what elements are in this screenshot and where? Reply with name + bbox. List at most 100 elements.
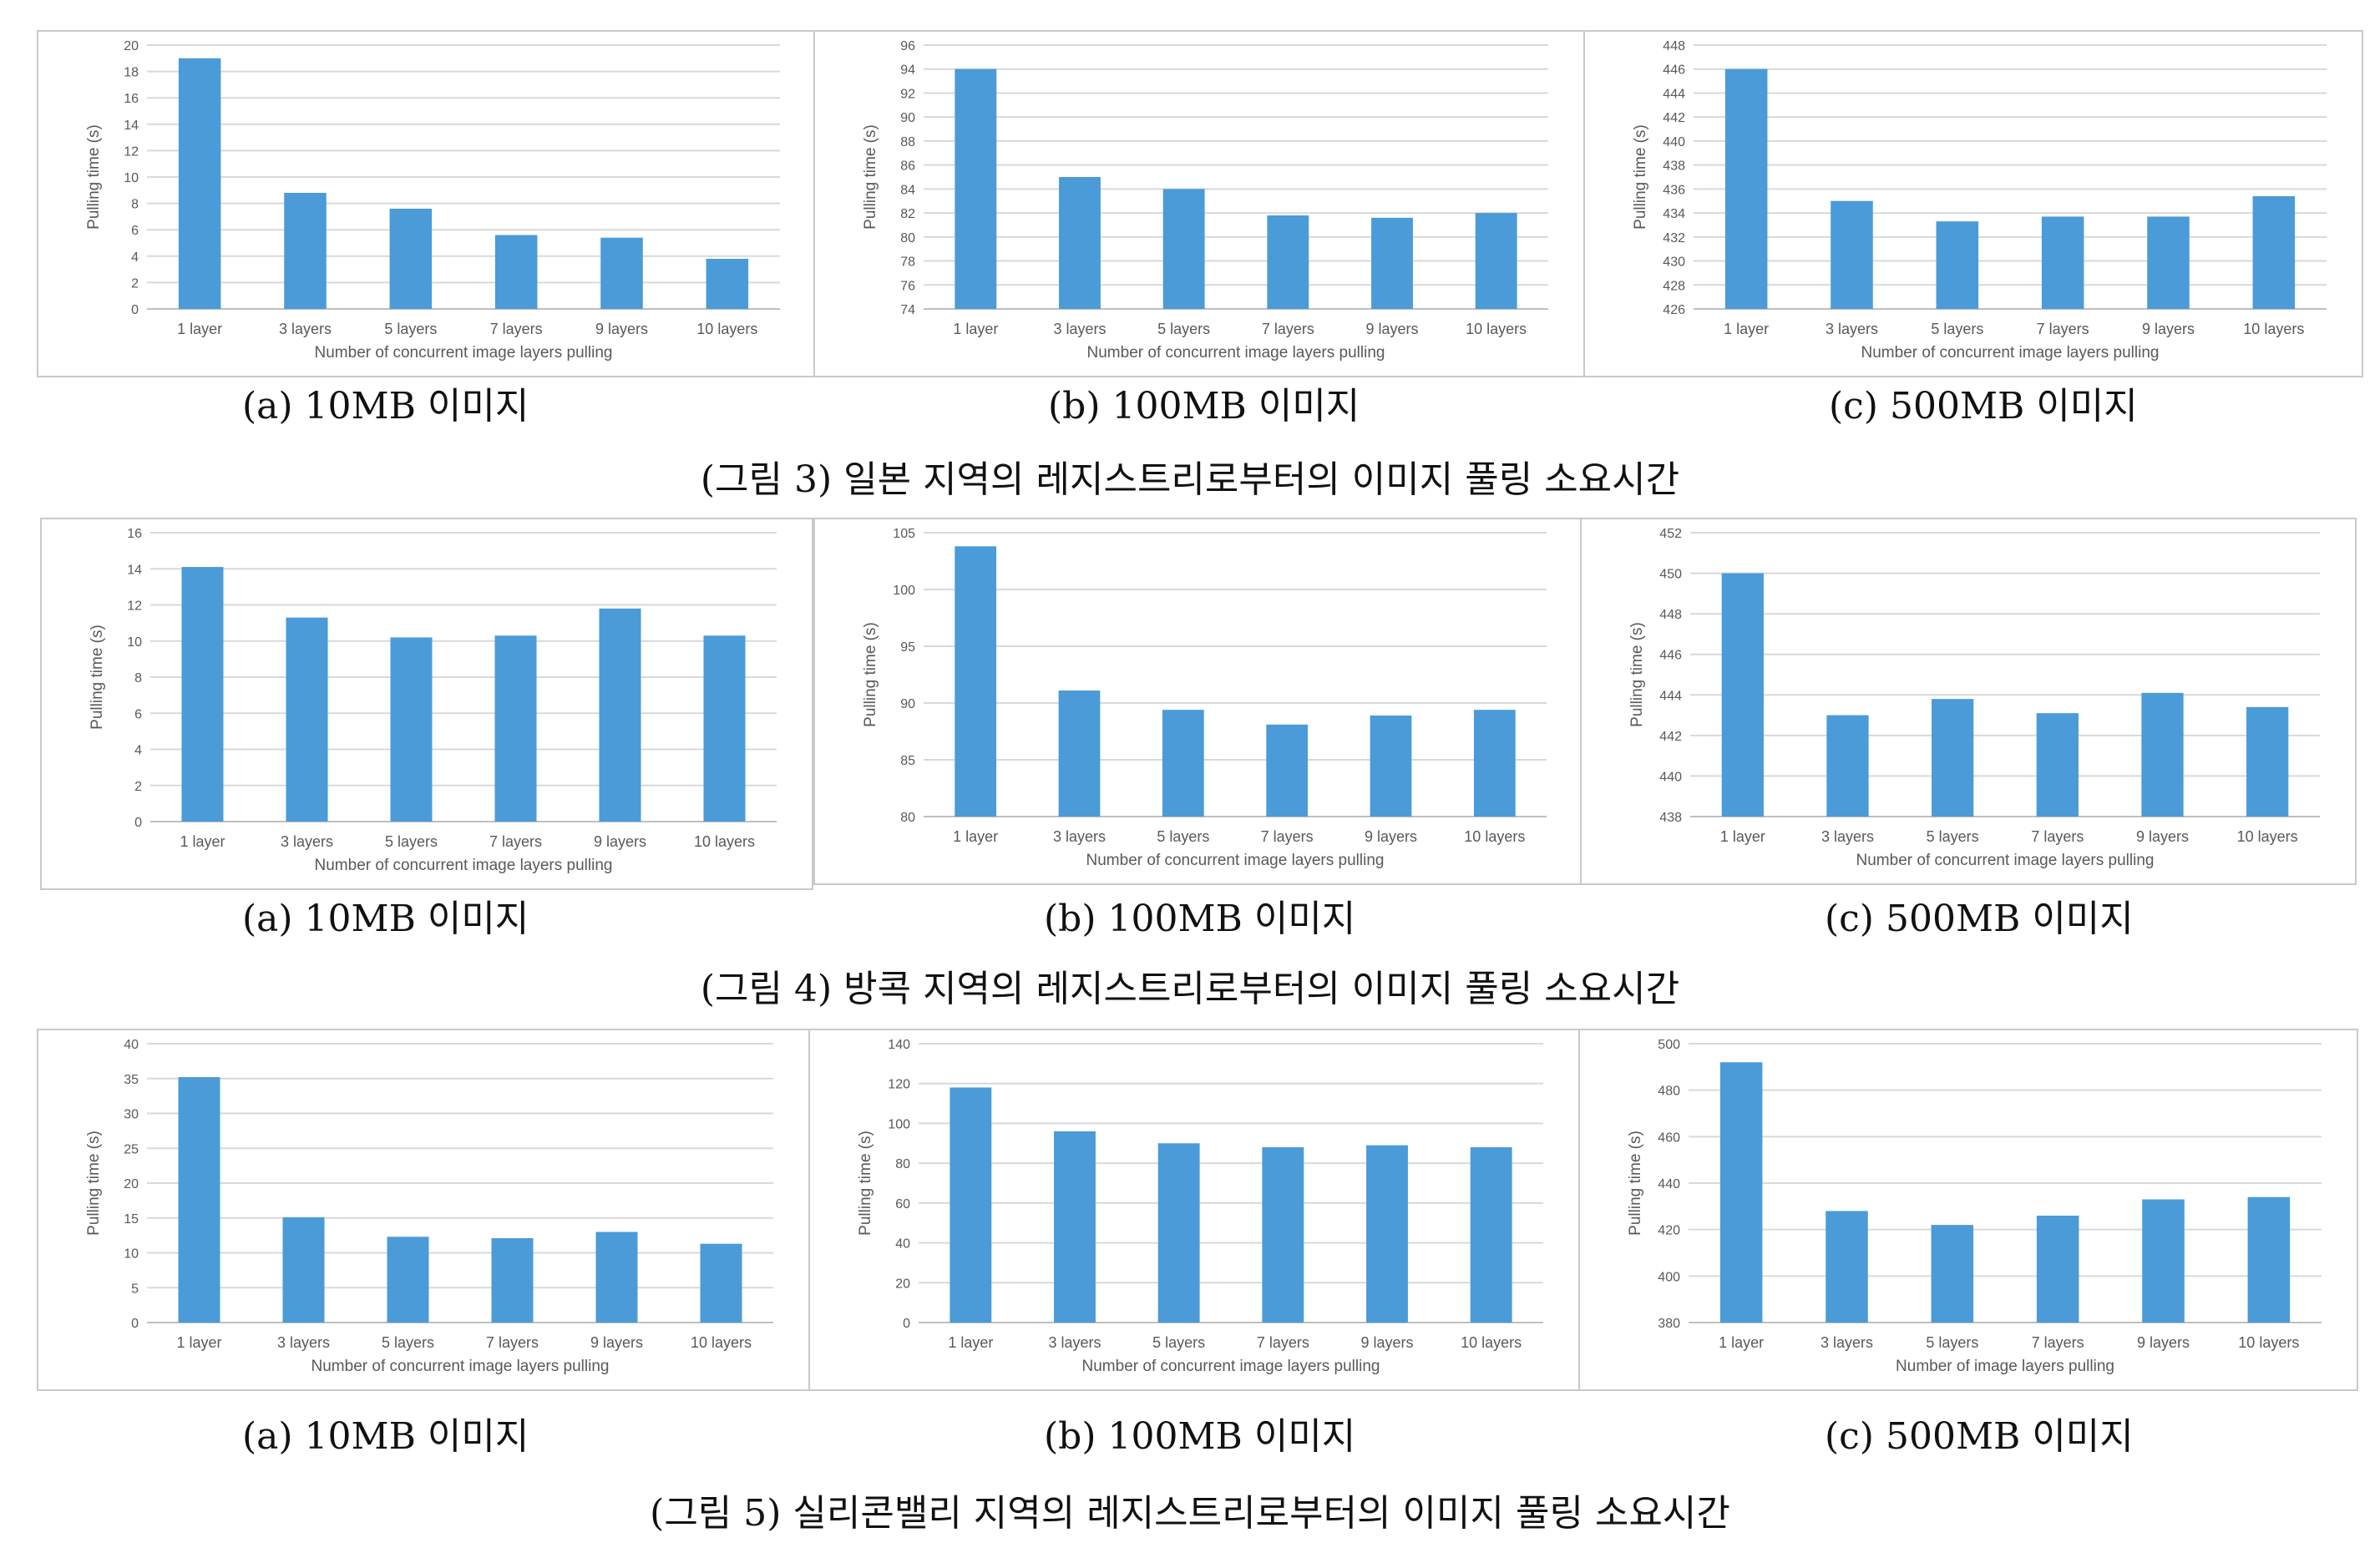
bar [1473, 710, 1516, 817]
bar [282, 1217, 325, 1323]
x-tick-label: 3 layers [1053, 828, 1106, 845]
y-tick-label: 0 [134, 816, 142, 830]
y-tick-label: 18 [124, 66, 139, 80]
bar [1266, 724, 1309, 817]
bar [2246, 706, 2289, 817]
bar [390, 637, 433, 822]
chart-panel-fig3-b: 74 76 78 80 82 84 86 88 90 92 94 96 Pulling time (s)… [813, 30, 1585, 377]
subcaption-fig4-c: (c) 500MB 이미지 [1825, 898, 2134, 940]
y-tick-label: 436 [1663, 183, 1685, 197]
y-tick-label: 80 [895, 1157, 910, 1171]
y-tick-label: 80 [900, 811, 915, 825]
x-tick-label: 5 layers [1152, 1334, 1205, 1351]
chart-svg: 80 85 90 95 100 105 Pulling time (s) 1 layer 3 l… [862, 527, 1547, 869]
bar [1371, 217, 1413, 309]
x-tick-label: 5 layers [1157, 828, 1209, 845]
y-tick-label: 6 [131, 224, 139, 238]
chart-svg: 0 5 10 15 20 25 30 35 40 Pulling time (s) 1 layer 3… [85, 1038, 773, 1375]
y-tick-label: 88 [900, 135, 915, 149]
y-tick-label: 426 [1663, 303, 1685, 317]
y-tick-label: 452 [1659, 527, 1682, 541]
x-tick-label: 1 layer [1724, 321, 1769, 337]
bar [703, 635, 746, 822]
y-tick-label: 400 [1658, 1270, 1680, 1284]
bar [491, 1237, 534, 1323]
y-tick-label: 428 [1663, 279, 1685, 293]
x-tick-label: 10 layers [1466, 321, 1527, 337]
bar [706, 258, 749, 309]
bar [595, 1232, 638, 1323]
y-tick-label: 14 [127, 563, 142, 577]
bar [1831, 200, 1873, 309]
chart-svg: 438 440 442 444 446 448 450 452 Pulling time (s)… [1628, 527, 2320, 869]
y-tick-label: 446 [1663, 63, 1685, 78]
y-tick-label: 420 [1658, 1224, 1680, 1238]
x-tick-label: 9 layers [595, 321, 648, 337]
bar [2036, 1215, 2079, 1323]
x-tick-label: 10 layers [696, 321, 757, 337]
y-tick-label: 105 [893, 527, 915, 541]
x-tick-label: 5 layers [382, 1334, 434, 1351]
x-tick-label: 3 layers [277, 1334, 330, 1351]
y-tick-label: 434 [1663, 207, 1685, 221]
y-tick-label: 84 [900, 183, 915, 197]
x-tick-label: 7 layers [1262, 321, 1314, 337]
bar [389, 208, 433, 309]
subcaption-fig5-a: (a) 10MB 이미지 [242, 1415, 529, 1458]
x-tick-label: 9 layers [1365, 828, 1417, 845]
y-tick-label: 4 [131, 250, 139, 265]
x-tick-label: 7 layers [489, 833, 542, 850]
figure-4-caption: (그림 4) 방콕 지역의 레지스트리로부터의 이미지 풀링 소요시간 [700, 968, 1680, 1010]
y-tick-label: 94 [900, 63, 915, 78]
x-tick-label: 10 layers [2243, 321, 2304, 337]
figure-3-caption: (그림 3) 일본 지역의 레지스트리로부터의 이미지 풀링 소요시간 [700, 458, 1680, 501]
x-tick-label: 1 layer [1720, 828, 1765, 845]
x-tick-label: 7 layers [1261, 828, 1314, 845]
chart-panel-fig3-a: 0 2 4 6 8 10 12 14 16 18 20 Pulling time (s) 1 layer… [37, 30, 817, 377]
bar [1475, 213, 1517, 309]
y-tick-label: 446 [1659, 649, 1682, 663]
x-axis-title: Number of concurrent image layers pullin… [1861, 344, 2160, 362]
y-tick-label: 96 [900, 39, 915, 53]
y-tick-label: 0 [131, 303, 139, 317]
x-tick-label: 3 layers [1821, 828, 1874, 845]
x-axis-title: Number of concurrent image layers pullin… [315, 344, 613, 362]
y-tick-label: 86 [900, 159, 915, 174]
y-tick-label: 25 [124, 1142, 139, 1156]
subcaption-fig3-b: (b) 100MB 이미지 [1048, 385, 1360, 427]
x-tick-label: 1 layer [180, 833, 225, 850]
x-tick-label: 9 layers [1360, 1334, 1413, 1351]
x-tick-label: 10 layers [1461, 1334, 1522, 1351]
y-tick-label: 5 [131, 1282, 139, 1296]
subcaption-fig5-b: (b) 100MB 이미지 [1044, 1415, 1356, 1458]
chart-panel-fig4-b: 80 85 90 95 100 105 Pulling time (s) 1 layer 3 l… [813, 518, 1583, 885]
y-tick-label: 40 [124, 1038, 139, 1052]
x-tick-label: 1 layer [948, 1334, 993, 1351]
chart-panel-fig5-b: 0 20 40 60 80 100 120 140 Pulling time (s) 1 laye… [808, 1029, 1580, 1391]
y-tick-label: 74 [900, 303, 915, 317]
y-tick-label: 444 [1663, 87, 1685, 101]
y-tick-label: 60 [895, 1197, 910, 1211]
bar [1162, 189, 1205, 309]
bar [1936, 221, 1979, 309]
x-axis-title: Number of concurrent image layers pullin… [311, 1358, 610, 1375]
bar [599, 608, 641, 822]
y-tick-label: 100 [888, 1117, 910, 1131]
x-tick-label: 9 layers [2142, 321, 2195, 337]
y-tick-label: 442 [1663, 111, 1685, 125]
x-tick-label: 1 layer [953, 828, 998, 845]
y-axis-title: Pulling time (s) [857, 1131, 874, 1236]
x-tick-label: 5 layers [1926, 1334, 1978, 1351]
y-tick-label: 76 [900, 279, 915, 293]
y-tick-label: 15 [124, 1212, 139, 1227]
x-tick-label: 5 layers [1931, 321, 1983, 337]
y-tick-label: 442 [1659, 730, 1682, 744]
x-axis-title: Number of concurrent image layers pullin… [1087, 344, 1385, 362]
chart-svg: 74 76 78 80 82 84 86 88 90 92 94 96 Pulling time (s)… [862, 39, 1548, 362]
y-axis-title: Pulling time (s) [862, 124, 879, 230]
subcaption-fig3-a: (a) 10MB 이미지 [242, 385, 529, 427]
y-tick-label: 2 [131, 276, 139, 291]
x-tick-label: 1 layer [176, 1334, 221, 1351]
x-tick-label: 9 layers [1365, 321, 1418, 337]
x-tick-label: 10 layers [694, 833, 755, 850]
